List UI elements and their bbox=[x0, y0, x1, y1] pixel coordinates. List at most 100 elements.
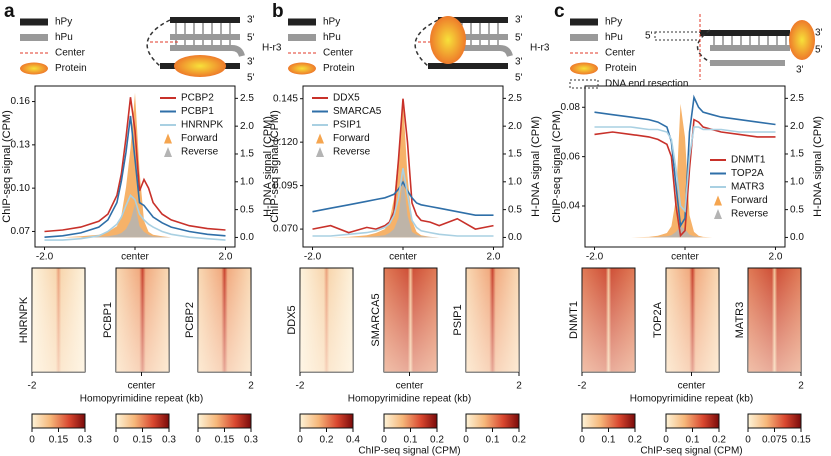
line bbox=[312, 98, 494, 234]
line bbox=[594, 126, 776, 213]
colorbar bbox=[665, 413, 720, 429]
colorbar-tick-label: 0.3 bbox=[162, 435, 176, 446]
y-tick-label: 0.08 bbox=[561, 102, 581, 113]
diagram-label: 5' bbox=[247, 73, 255, 84]
y2-tick-label: 1.5 bbox=[240, 149, 254, 160]
colorbar-tick-label: 0 bbox=[745, 435, 751, 446]
heatmap-label: DNMT1 bbox=[568, 301, 580, 339]
colorbar-tick-label: 0.2 bbox=[512, 435, 526, 446]
colorbar bbox=[115, 413, 170, 429]
area bbox=[44, 204, 226, 238]
legend-protein bbox=[20, 62, 48, 75]
colorbar-tick-label: 0.15 bbox=[49, 435, 69, 446]
diagram-label: 5' bbox=[815, 45, 823, 56]
diagram-label: 3' bbox=[247, 57, 255, 68]
colorbar bbox=[747, 413, 802, 429]
legend-hpu bbox=[20, 34, 48, 41]
x-tick-label: center bbox=[389, 252, 417, 263]
heatmap-label: PCBP1 bbox=[102, 302, 114, 338]
x-axis-label: Homopyrimidine repeat (kb) bbox=[80, 394, 203, 405]
heatmap-fade bbox=[748, 268, 801, 372]
legend-resection bbox=[569, 79, 599, 89]
heatmap-x-tick-label: 2 bbox=[516, 381, 522, 392]
diagram-label: 5' bbox=[515, 33, 523, 44]
heatmap-fade bbox=[116, 268, 169, 372]
diagram-label: 5' bbox=[645, 31, 653, 42]
legend-label: PSIP1 bbox=[333, 120, 362, 131]
legend-hpy bbox=[288, 18, 316, 26]
colorbar-tick-label: 0.3 bbox=[244, 435, 258, 446]
colorbar-tick-label: 0 bbox=[297, 435, 303, 446]
legend-label: PCBP1 bbox=[181, 106, 214, 117]
heatmap-x-tick-label: 2 bbox=[798, 381, 804, 392]
x-axis-label: Homopyrimidine repeat (kb) bbox=[348, 394, 471, 405]
heatmap-fade bbox=[466, 268, 519, 372]
diagram-label: 3' bbox=[796, 65, 804, 76]
colorbar bbox=[31, 413, 86, 429]
heatmap-x-tick-label: -2 bbox=[578, 381, 587, 392]
legend-label: DDX5 bbox=[333, 93, 360, 104]
y2-tick-label: 0.0 bbox=[790, 232, 804, 243]
diagram-legend-label: Protein bbox=[323, 63, 355, 74]
colorbar-label: ChIP-seq signal (CPM) bbox=[358, 446, 460, 456]
y-tick-label: 0.16 bbox=[11, 96, 31, 107]
y-tick-label: 0.145 bbox=[273, 93, 298, 104]
x-tick-label: -2.0 bbox=[304, 252, 322, 263]
heatmap-fade bbox=[198, 268, 251, 372]
legend-swatch bbox=[714, 195, 722, 206]
heatmap-label: PCBP2 bbox=[184, 302, 196, 338]
legend-protein bbox=[570, 62, 598, 75]
diagram-legend-label: hPy bbox=[55, 17, 72, 28]
heatmap-x-tick-label: -2 bbox=[28, 381, 37, 392]
colorbar-tick-label: 0 bbox=[663, 435, 669, 446]
y2-tick-label: 1.5 bbox=[508, 149, 522, 160]
legend-label: Reverse bbox=[333, 147, 371, 158]
y2-axis-label: H-DNA signal (CPM) bbox=[262, 116, 274, 217]
diagram-legend-label: hPu bbox=[605, 32, 623, 43]
colorbar bbox=[197, 413, 252, 429]
legend-label: HNRNPK bbox=[181, 120, 224, 131]
legend-swatch bbox=[316, 133, 324, 144]
legend-hpy bbox=[570, 18, 598, 26]
strand bbox=[438, 45, 513, 57]
y2-tick-label: 2.0 bbox=[508, 121, 522, 132]
colorbar-label: ChIP-seq signal (CPM) bbox=[640, 446, 742, 456]
y2-tick-label: 1.5 bbox=[790, 149, 804, 160]
y2-axis-label: H-DNA signal (CPM) bbox=[812, 116, 824, 217]
diagram-label: 3' bbox=[815, 28, 823, 39]
heatmap-fade bbox=[32, 268, 85, 372]
y-tick-label: 0.04 bbox=[561, 201, 581, 212]
line bbox=[44, 97, 226, 233]
y-axis-label: ChIP-seq signal (CPM) bbox=[269, 110, 281, 222]
loop bbox=[696, 29, 711, 63]
colorbar-tick-label: 0.2 bbox=[712, 435, 726, 446]
colorbar-tick-label: 0.1 bbox=[686, 435, 700, 446]
diagram-label: 3' bbox=[515, 15, 523, 26]
y-axis-label: ChIP-seq signal (CPM) bbox=[1, 110, 13, 222]
line bbox=[594, 94, 776, 229]
legend-label: Forward bbox=[731, 195, 768, 206]
y2-tick-label: 2.5 bbox=[240, 93, 254, 104]
y2-tick-label: 0.0 bbox=[240, 232, 254, 243]
protein bbox=[430, 16, 466, 64]
colorbar-tick-label: 0.15 bbox=[215, 435, 235, 446]
colorbar-tick-label: 0.15 bbox=[791, 435, 811, 446]
panel-letter: a bbox=[4, 1, 15, 22]
loop bbox=[414, 19, 439, 67]
colorbar-tick-label: 0.4 bbox=[346, 435, 360, 446]
strand bbox=[170, 45, 245, 57]
colorbar-tick-label: 0 bbox=[113, 435, 119, 446]
colorbar-tick-label: 0 bbox=[579, 435, 585, 446]
heatmap-fade bbox=[384, 268, 437, 372]
legend-swatch bbox=[164, 147, 172, 157]
y2-tick-label: 2.0 bbox=[790, 121, 804, 132]
x-tick-label: -2.0 bbox=[586, 252, 604, 263]
heatmap-label: HNRNPK bbox=[18, 296, 30, 343]
diagram-label: 5' bbox=[515, 73, 523, 84]
legend-hpu bbox=[288, 34, 316, 41]
y2-tick-label: 2.0 bbox=[240, 121, 254, 132]
strand bbox=[700, 30, 790, 36]
legend-label: Forward bbox=[181, 133, 218, 144]
legend-protein bbox=[288, 62, 316, 75]
